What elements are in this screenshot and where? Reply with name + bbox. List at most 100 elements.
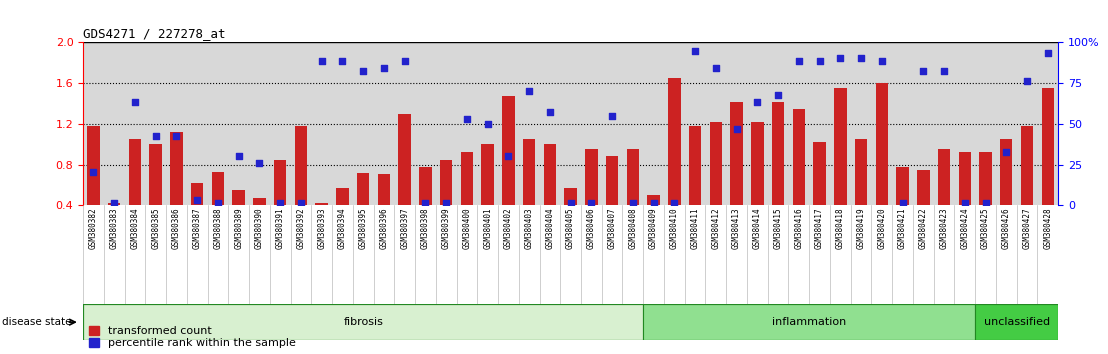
Text: GSM380391: GSM380391 (276, 207, 285, 249)
Point (396, 58, 413, 64)
Point (603, 113, 620, 119)
Point (997, 149, 1015, 155)
Text: GSM380383: GSM380383 (110, 207, 119, 249)
Text: GSM380419: GSM380419 (856, 207, 865, 249)
Bar (1020, 126, 1034, 205)
Point (935, 68, 953, 74)
Point (105, 200, 123, 206)
Bar (792, 109, 806, 205)
Text: GDS4271 / 227278_at: GDS4271 / 227278_at (83, 27, 226, 40)
Bar (419, 167, 432, 205)
Bar (212, 172, 224, 205)
Point (375, 65, 392, 71)
Point (686, 48, 704, 53)
Point (188, 198, 206, 203)
Text: GSM380426: GSM380426 (1002, 207, 1010, 249)
Point (562, 200, 579, 206)
Point (707, 65, 725, 71)
Text: GSM380392: GSM380392 (297, 207, 306, 249)
Bar (896, 167, 909, 205)
Point (312, 58, 330, 64)
Text: GSM380415: GSM380415 (773, 207, 782, 249)
Bar (668, 78, 680, 205)
Text: GSM380411: GSM380411 (690, 207, 699, 249)
Bar (917, 170, 930, 205)
Point (645, 200, 663, 206)
Point (126, 99, 144, 104)
Point (583, 200, 601, 206)
Text: GSM380397: GSM380397 (400, 207, 409, 249)
Point (831, 55, 849, 61)
Point (1039, 50, 1057, 56)
Bar (813, 142, 825, 205)
Bar (316, 203, 328, 205)
Text: GSM380401: GSM380401 (483, 207, 492, 249)
Text: GSM380386: GSM380386 (172, 207, 181, 249)
Bar (399, 114, 411, 205)
Point (147, 133, 165, 139)
Text: GSM380425: GSM380425 (981, 207, 991, 249)
Text: GSM380400: GSM380400 (462, 207, 471, 249)
Text: GSM380414: GSM380414 (752, 207, 762, 249)
Point (769, 93, 787, 98)
Point (790, 58, 808, 64)
Text: GSM380409: GSM380409 (649, 207, 658, 249)
Bar (979, 152, 992, 205)
Text: GSM380418: GSM380418 (835, 207, 844, 249)
Text: GSM380399: GSM380399 (442, 207, 451, 249)
Text: GSM380395: GSM380395 (359, 207, 368, 249)
Text: GSM380422: GSM380422 (919, 207, 927, 249)
Point (521, 88, 538, 94)
Bar (855, 139, 868, 205)
Bar (647, 195, 660, 205)
Point (417, 200, 434, 206)
Bar (1042, 88, 1054, 205)
Bar (730, 102, 742, 205)
Bar (875, 83, 888, 205)
Point (167, 133, 185, 139)
Bar (295, 126, 307, 205)
Text: GSM380384: GSM380384 (131, 207, 140, 249)
Point (209, 200, 227, 206)
Bar (88, 126, 100, 205)
Text: GSM380387: GSM380387 (193, 207, 202, 249)
Point (229, 154, 247, 159)
Legend: transformed count, percentile rank within the sample: transformed count, percentile rank withi… (89, 326, 296, 348)
Point (852, 55, 870, 61)
Text: GSM380407: GSM380407 (607, 207, 617, 249)
Point (666, 200, 684, 206)
Text: GSM380421: GSM380421 (899, 207, 907, 249)
Bar (644, 304, 975, 340)
Text: GSM380413: GSM380413 (732, 207, 741, 249)
Point (438, 200, 455, 206)
Bar (975, 304, 1058, 340)
Text: GSM380398: GSM380398 (421, 207, 430, 249)
Bar (958, 152, 971, 205)
Text: GSM380404: GSM380404 (545, 207, 554, 249)
Bar (150, 144, 162, 205)
Bar (689, 126, 701, 205)
Bar (254, 198, 266, 205)
Text: GSM380420: GSM380420 (878, 207, 886, 249)
Text: GSM380403: GSM380403 (524, 207, 534, 249)
Bar (834, 88, 847, 205)
Text: GSM380396: GSM380396 (379, 207, 389, 249)
Point (355, 68, 372, 74)
Text: GSM380410: GSM380410 (670, 207, 679, 249)
Bar (107, 203, 121, 205)
Text: GSM380428: GSM380428 (1044, 207, 1053, 249)
Point (976, 200, 994, 206)
Text: GSM380417: GSM380417 (815, 207, 824, 249)
Bar (751, 122, 763, 205)
Text: GSM380385: GSM380385 (151, 207, 161, 249)
Bar (564, 188, 577, 205)
Text: GSM380427: GSM380427 (1023, 207, 1032, 249)
Bar (585, 149, 597, 205)
Bar (544, 144, 556, 205)
Bar (274, 160, 286, 205)
Point (624, 200, 642, 206)
Point (458, 116, 475, 122)
Point (479, 121, 496, 127)
Point (956, 200, 974, 206)
Bar (461, 152, 473, 205)
